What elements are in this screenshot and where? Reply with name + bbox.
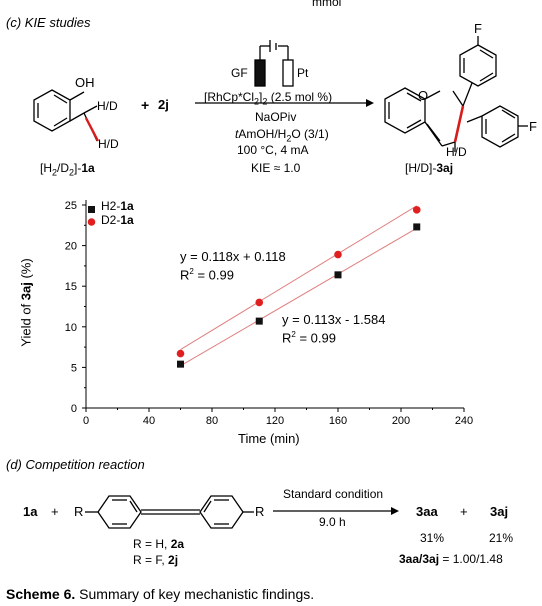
x-tick-label: 120 <box>266 415 284 427</box>
data-point-square <box>177 360 184 368</box>
kie-heading: (c) KIE studies <box>6 15 91 30</box>
equation-d2: y = 0.118x + 0.118 <box>180 249 286 264</box>
product-benzoxepine <box>384 36 528 152</box>
catalyst: [RhCp*Cl2]2 (2.5 mol %) <box>204 90 333 107</box>
x-tick-label: 160 <box>329 415 347 427</box>
y-tick-label: 20 <box>65 241 77 253</box>
y-tick-label: 10 <box>65 322 77 334</box>
ratio: 3aa/3aj = 1.00/1.48 <box>399 552 503 566</box>
hd-top-label: H/D <box>97 99 118 113</box>
yield-3aj: 21% <box>489 531 514 545</box>
yield-3aa: 31% <box>420 531 445 545</box>
legend-marker-circle <box>87 218 96 226</box>
x-axis-label: Time (min) <box>238 431 300 446</box>
data-point-square <box>255 317 263 325</box>
y-tick-label: 0 <box>71 403 77 415</box>
arrow-top-label: Standard condition <box>283 487 384 501</box>
product-f-right: F <box>529 119 537 134</box>
competition-structures <box>85 495 399 529</box>
r2-h2: R2 = 0.99 <box>282 330 336 346</box>
r-left: R <box>74 504 84 519</box>
kie-reaction-arrow <box>195 99 374 107</box>
plus-sign: + <box>141 97 150 113</box>
x-tick-label: 240 <box>455 415 473 427</box>
arrow-bottom-label: 9.0 h <box>319 515 346 529</box>
reactant-1a: 1a <box>23 504 38 519</box>
fit-line-0 <box>180 227 418 367</box>
kie-value: KIE ≈ 1.0 <box>251 161 301 175</box>
r2-d2: R2 = 0.99 <box>180 267 234 283</box>
product-3aj: 3aj <box>490 504 509 519</box>
caption: Scheme 6. Summary of key mechanistic fin… <box>6 586 315 602</box>
x-tick-label: 0 <box>83 415 89 427</box>
y-tick-label: 25 <box>65 200 77 212</box>
reagent-2j: 2j <box>158 97 169 112</box>
legend-marker-square <box>88 206 95 213</box>
product-label: [H/D]-3aj <box>405 161 454 175</box>
equation-h2: y = 0.113x - 1.584 <box>282 312 386 327</box>
data-point-square <box>413 223 421 231</box>
y-axis-label: Yield of 3aj (%) <box>18 258 34 347</box>
kie-structures <box>33 36 528 152</box>
competition-heading: (d) Competition reaction <box>6 457 145 472</box>
header-fragment: mmol <box>312 0 342 9</box>
additive: NaOPiv <box>255 110 297 124</box>
oh-label: OH <box>75 75 95 90</box>
product-red-double-bond <box>453 105 465 143</box>
electrode-gf: GF <box>231 66 248 80</box>
r-f-definition: R = F, 2j <box>133 553 179 567</box>
electrolysis-cell-icon <box>254 40 294 87</box>
plus-2: + <box>460 504 468 519</box>
hd-bottom-label: H/D <box>98 137 119 151</box>
electrode-pt: Pt <box>297 66 309 80</box>
substrate-label: [H2/D2]-1a <box>40 161 95 178</box>
y-tick-label: 5 <box>71 362 77 374</box>
y-tick-label: 15 <box>65 281 77 293</box>
data-point-circle <box>334 250 342 259</box>
data-point-circle <box>176 349 185 358</box>
legend-d2: D2-1a <box>101 213 134 227</box>
product-3aa: 3aa <box>416 504 438 519</box>
data-point-circle <box>412 206 421 214</box>
reactant-benzene-ring <box>33 89 98 142</box>
x-tick-label: 80 <box>206 415 218 427</box>
data-point-square <box>334 271 342 279</box>
product-oxygen: O <box>418 88 429 103</box>
conditions: 100 °C, 4 mA <box>237 143 309 157</box>
r-right: R <box>255 504 265 519</box>
reactant-red-double-bond <box>84 117 100 142</box>
x-tick-label: 40 <box>143 415 155 427</box>
solvent: tAmOH/H2O (3/1) <box>235 127 329 144</box>
competition-arrow <box>273 507 399 515</box>
legend-h2: H2-1a <box>101 199 134 213</box>
data-point-circle <box>255 298 264 307</box>
product-f-top: F <box>474 21 482 36</box>
fit-line-1 <box>180 205 418 350</box>
plus-1: + <box>51 504 59 519</box>
r-h-definition: R = H, 2a <box>133 537 185 551</box>
product-hd: H/D <box>446 145 467 159</box>
x-tick-label: 200 <box>392 415 410 427</box>
kie-yield-chart: 0 40 80 120 160 200 240 0 5 10 15 20 25 <box>65 200 473 427</box>
